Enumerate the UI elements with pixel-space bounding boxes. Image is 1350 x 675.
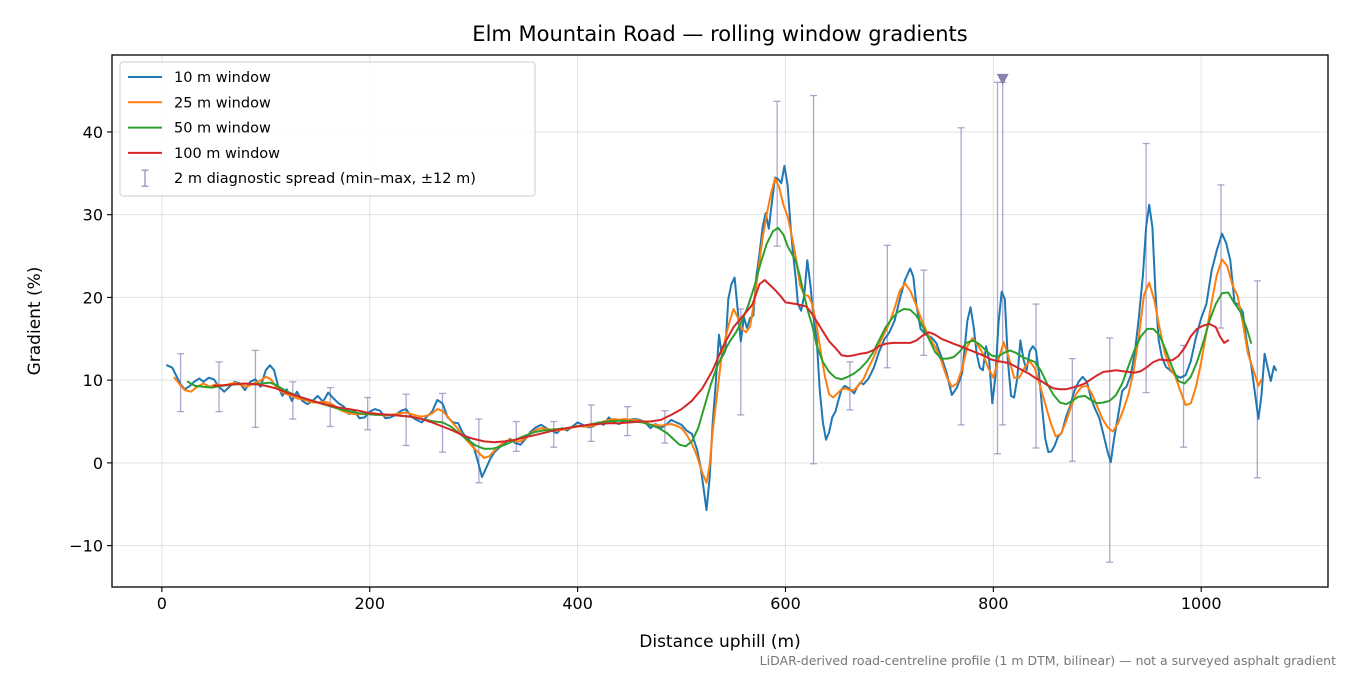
x-tick-label: 800	[978, 594, 1009, 613]
x-tick-label: 600	[770, 594, 801, 613]
x-tick-label: 400	[562, 594, 593, 613]
legend-label: 25 m window	[174, 95, 271, 111]
y-tick-label: 30	[83, 206, 103, 225]
footnote: LiDAR-derived road-centreline profile (1…	[760, 653, 1336, 668]
legend-label: 2 m diagnostic spread (min–max, ±12 m)	[174, 171, 476, 187]
legend-label: 50 m window	[174, 121, 271, 137]
x-tick-label: 200	[354, 594, 385, 613]
legend: 10 m window 25 m window 50 m window 100 m w…	[120, 62, 535, 196]
y-axis-title: Gradient (%)	[25, 267, 45, 376]
legend-entry: 2 m diagnostic spread (min–max, ±12 m)	[142, 170, 476, 187]
y-tick-label: 10	[83, 371, 103, 390]
y-tick-label: 0	[93, 454, 103, 473]
y-tick-label: 40	[83, 123, 103, 142]
x-tick-label: 1000	[1181, 594, 1222, 613]
y-tick-label: 20	[83, 288, 103, 307]
x-tick-label: 0	[157, 594, 167, 613]
legend-label: 10 m window	[174, 70, 271, 86]
chart-title: Elm Mountain Road — rolling window gradi…	[472, 22, 967, 46]
x-axis-title: Distance uphill (m)	[639, 632, 800, 652]
legend-label: 100 m window	[174, 146, 280, 162]
y-tick-label: −10	[69, 537, 103, 556]
